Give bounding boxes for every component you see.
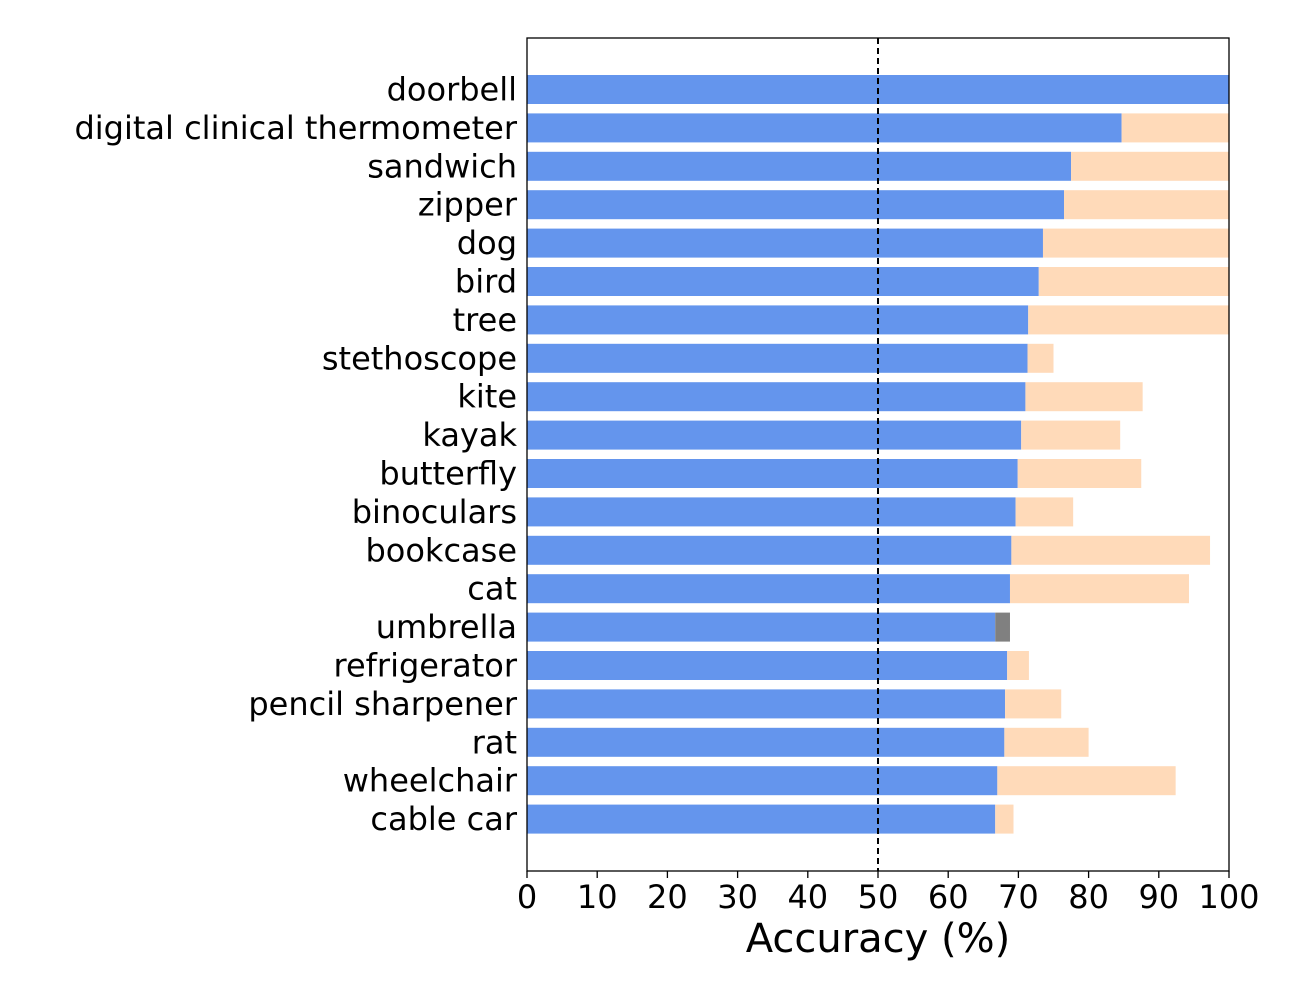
bar-bookcase-segment-1: [1011, 535, 1211, 565]
bar-cat-segment-1: [1009, 574, 1189, 604]
category-label: binoculars: [352, 493, 517, 531]
bar-rat-segment-0: [527, 727, 1005, 757]
bar-tree-segment-1: [1028, 305, 1229, 335]
category-label: dog: [457, 224, 517, 262]
bar-refrigerator-segment-0: [527, 651, 1008, 680]
category-label: digital clinical thermometer: [74, 109, 517, 147]
bar-pencil-sharpener-segment-0: [527, 689, 1006, 719]
category-label: umbrella: [376, 608, 517, 646]
bar-sandwich-segment-1: [1071, 151, 1229, 181]
bar-kayak-segment-0: [527, 420, 1022, 450]
category-label: pencil sharpener: [248, 685, 518, 723]
bar-digital-clinical-thermometer-segment-1: [1121, 113, 1229, 143]
category-label: stethoscope: [322, 339, 517, 377]
bar-umbrella-segment-0: [527, 612, 996, 642]
category-label: butterfly: [379, 455, 517, 493]
x-axis-label: Accuracy (%): [746, 916, 1011, 962]
bar-cable-car-segment-1: [995, 804, 1014, 834]
bar-binoculars-segment-0: [527, 497, 1016, 527]
bars-layer: [527, 75, 1229, 834]
bar-stethoscope-segment-1: [1027, 343, 1054, 373]
bar-kite-segment-0: [527, 382, 1026, 412]
bar-pencil-sharpener-segment-1: [1005, 689, 1062, 719]
x-tick-label: 100: [1198, 878, 1259, 916]
category-label: cable car: [370, 800, 517, 838]
bar-wheelchair-segment-0: [527, 766, 998, 796]
bar-cable-car-segment-0: [527, 804, 996, 834]
x-tick-label: 60: [928, 878, 969, 916]
category-label: rat: [472, 723, 517, 761]
bar-wheelchair-segment-1: [997, 766, 1176, 796]
bar-butterfly-segment-1: [1017, 459, 1142, 488]
category-label: refrigerator: [334, 647, 518, 685]
bar-zipper-segment-1: [1064, 190, 1229, 220]
bar-dog-segment-1: [1042, 228, 1229, 258]
x-tick-label: 30: [717, 878, 758, 916]
category-label: bookcase: [365, 531, 517, 569]
plot-frame: [526, 37, 1230, 872]
bar-bird-segment-1: [1038, 267, 1229, 296]
bar-bookcase-segment-0: [527, 535, 1012, 565]
category-label: sandwich: [367, 147, 517, 185]
bar-zipper-segment-0: [527, 190, 1065, 220]
bar-digital-clinical-thermometer-segment-0: [527, 113, 1122, 143]
bar-rat-segment-1: [1004, 727, 1089, 757]
bar-umbrella-segment-2: [995, 612, 1010, 642]
x-tick-label: 80: [1068, 878, 1109, 916]
category-label: wheelchair: [343, 762, 518, 800]
x-tick-label: 10: [577, 878, 618, 916]
category-label: tree: [453, 301, 517, 339]
bar-sandwich-segment-0: [527, 151, 1072, 181]
x-tick-label: 50: [858, 878, 899, 916]
bar-dog-segment-0: [527, 228, 1043, 258]
category-label: kite: [457, 378, 517, 416]
category-label: bird: [455, 263, 517, 301]
x-tick-label: 20: [647, 878, 688, 916]
category-label: doorbell: [387, 71, 517, 109]
category-label: kayak: [422, 416, 517, 454]
bar-binoculars-segment-1: [1015, 497, 1074, 527]
x-tick-label: 40: [787, 878, 828, 916]
x-tick-label: 90: [1138, 878, 1179, 916]
bar-butterfly-segment-0: [527, 459, 1018, 488]
x-tick-label: 0: [517, 878, 537, 916]
x-tick-label: 70: [998, 878, 1039, 916]
bar-kite-segment-1: [1025, 382, 1143, 412]
x-axis-ticks: 0 10 20 30 40 50 60 70 80 90 100: [517, 871, 1260, 916]
category-label: zipper: [418, 186, 518, 224]
bar-bird-segment-0: [527, 267, 1039, 296]
bar-stethoscope-segment-0: [527, 343, 1028, 373]
category-label: cat: [467, 570, 517, 608]
bar-tree-segment-0: [527, 305, 1029, 335]
bar-cat-segment-0: [527, 574, 1010, 604]
bar-refrigerator-segment-1: [1007, 651, 1029, 680]
bar-kayak-segment-1: [1021, 420, 1121, 450]
